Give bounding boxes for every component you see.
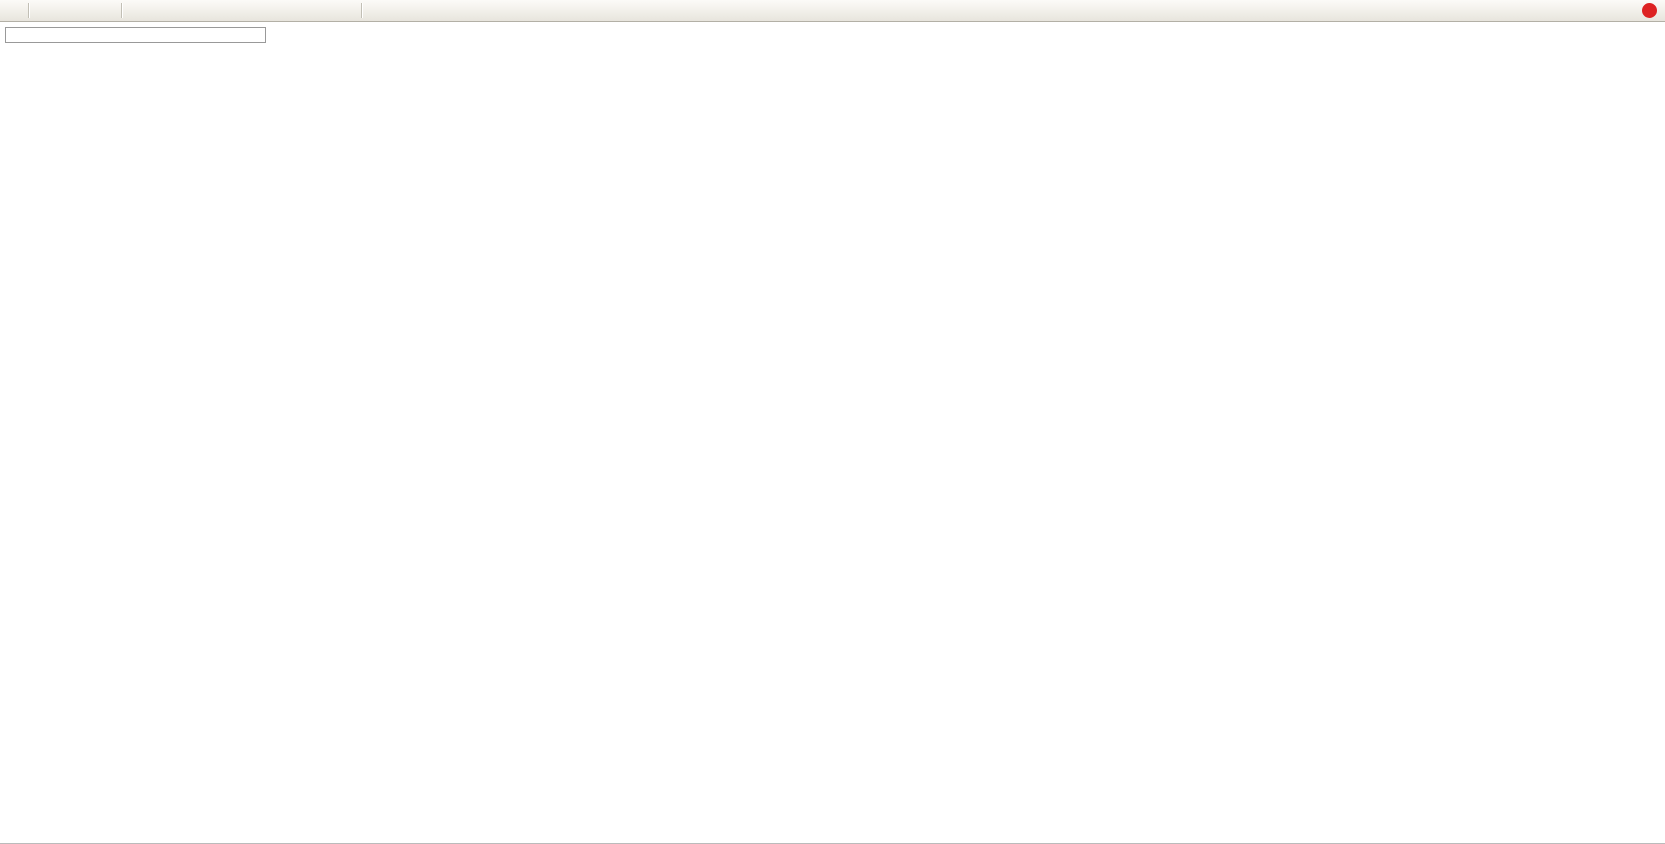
auto-trading-button[interactable] bbox=[97, 2, 117, 20]
text-tool-button[interactable] bbox=[514, 2, 534, 20]
fibonacci-tool-button[interactable] bbox=[493, 2, 513, 20]
window-tile-button[interactable] bbox=[1614, 2, 1634, 20]
templates-button[interactable] bbox=[337, 2, 357, 20]
channel-tool-button[interactable] bbox=[472, 2, 492, 20]
chart-shift-button[interactable] bbox=[274, 2, 294, 20]
chart-title-box bbox=[5, 27, 266, 43]
label-tool-button[interactable] bbox=[535, 2, 555, 20]
line-chart-type-button[interactable] bbox=[169, 2, 189, 20]
cursor-tool-button[interactable] bbox=[367, 2, 387, 20]
toolbar-separator bbox=[121, 3, 123, 18]
indicators-button[interactable] bbox=[295, 2, 315, 20]
toolbar-separator bbox=[361, 3, 363, 18]
auto-scroll-button[interactable] bbox=[253, 2, 273, 20]
data-window-button[interactable] bbox=[76, 2, 96, 20]
zoom-in-button[interactable] bbox=[190, 2, 210, 20]
periods-button[interactable] bbox=[316, 2, 336, 20]
crosshair-tool-button[interactable] bbox=[388, 2, 408, 20]
new-order-button[interactable] bbox=[4, 2, 24, 20]
zoom-out-button[interactable] bbox=[211, 2, 231, 20]
horizontal-line-tool-button[interactable] bbox=[430, 2, 450, 20]
notification-badge[interactable] bbox=[1642, 3, 1657, 18]
candlestick-type-button[interactable] bbox=[148, 2, 168, 20]
bar-chart-type-button[interactable] bbox=[127, 2, 147, 20]
chart-profile-button[interactable] bbox=[34, 2, 54, 20]
profiles-button[interactable] bbox=[55, 2, 75, 20]
toolbar-right bbox=[1614, 2, 1661, 20]
tile-windows-button[interactable] bbox=[232, 2, 252, 20]
main-toolbar bbox=[0, 0, 1665, 22]
toolbar-separator bbox=[28, 3, 30, 18]
vertical-line-tool-button[interactable] bbox=[409, 2, 429, 20]
shapes-tool-button[interactable] bbox=[556, 2, 576, 20]
trendline-tool-button[interactable] bbox=[451, 2, 471, 20]
